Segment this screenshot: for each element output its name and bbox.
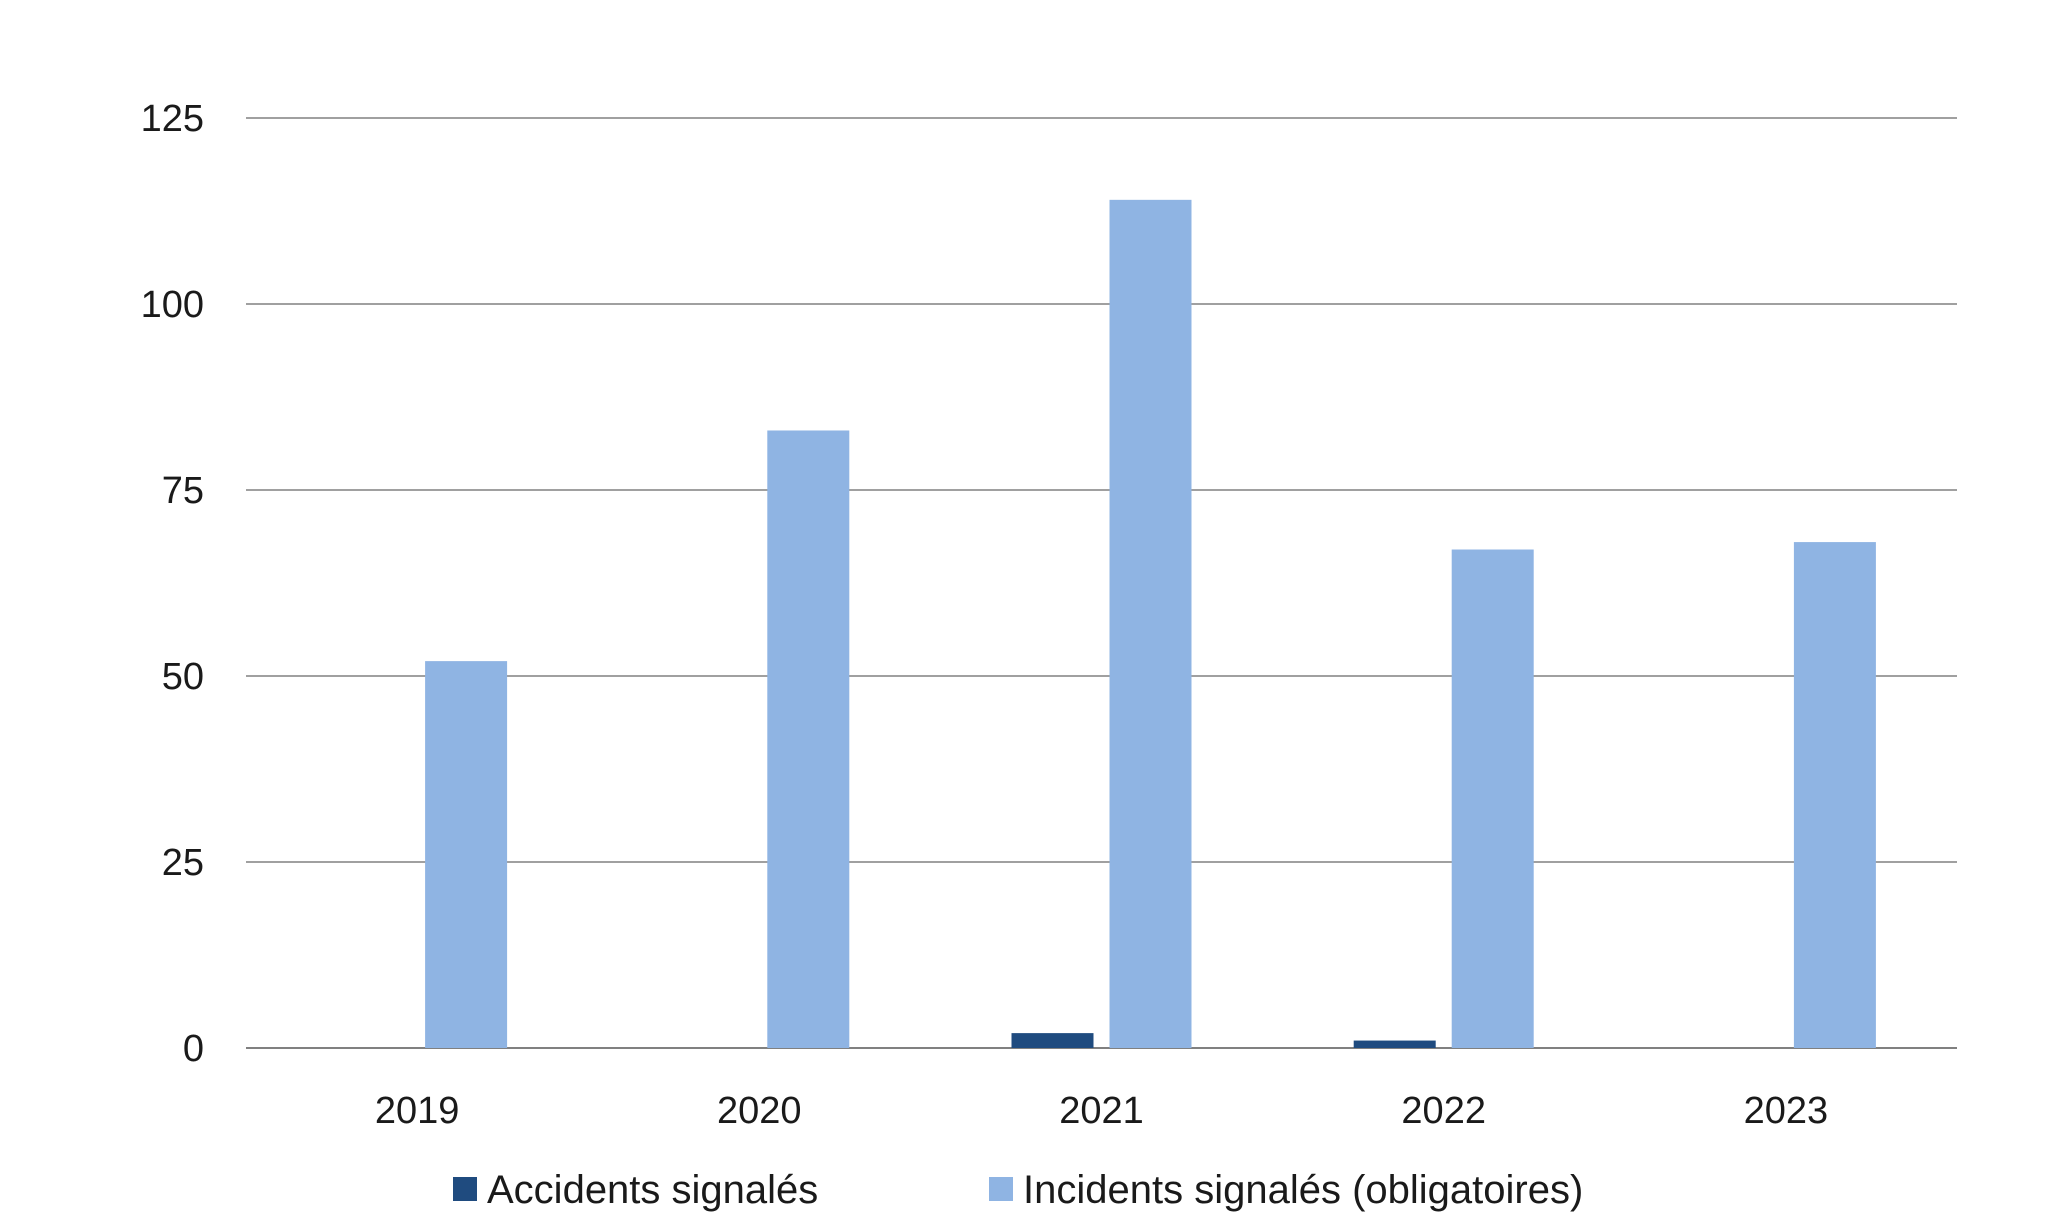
x-tick-label: 2020 [717, 1090, 802, 1132]
legend-label: Incidents signalés (obligatoires) [1023, 1168, 1583, 1212]
y-tick-label: 0 [183, 1028, 204, 1070]
y-tick-label: 75 [162, 470, 204, 512]
bar-2020-series-1 [767, 430, 850, 1049]
legend-swatch [453, 1177, 477, 1201]
bars [425, 199, 1876, 1049]
x-tick-label: 2023 [1744, 1090, 1829, 1132]
bar-2021-series-0 [1011, 1033, 1094, 1048]
bar-2022-series-0 [1353, 1040, 1436, 1048]
y-tick-label: 125 [141, 98, 204, 140]
y-tick-label: 100 [141, 284, 204, 326]
y-axis-ticks: 0 25 50 75 100 125 [141, 98, 204, 1070]
bar-2021-series-1 [1109, 199, 1192, 1049]
legend-item: Accidents signalés [453, 1168, 818, 1212]
bar-2022-series-1 [1451, 549, 1534, 1048]
legend-item: Incidents signalés (obligatoires) [989, 1168, 1583, 1212]
x-axis-ticks: 2019 2020 2021 2022 2023 [375, 1090, 1828, 1132]
x-tick-label: 2022 [1401, 1090, 1486, 1132]
y-tick-label: 50 [162, 656, 204, 698]
gridlines [246, 117, 1957, 1049]
y-tick-label: 25 [162, 842, 204, 884]
bar-2023-series-1 [1793, 542, 1876, 1048]
legend-swatch [989, 1177, 1013, 1201]
x-tick-label: 2021 [1059, 1090, 1144, 1132]
x-tick-label: 2019 [375, 1090, 460, 1132]
legend: Accidents signalés Incidents signalés (ob… [453, 1168, 1583, 1212]
bar-2019-series-1 [425, 661, 508, 1048]
legend-label: Accidents signalés [487, 1168, 818, 1212]
